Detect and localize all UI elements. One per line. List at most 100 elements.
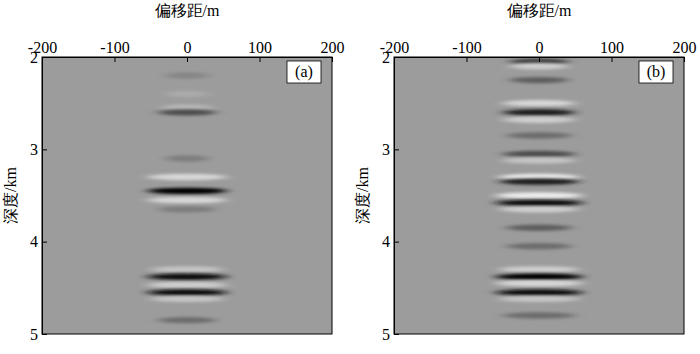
- plot-frame: [394, 57, 684, 334]
- reflection-event: [496, 289, 583, 295]
- panel-label-box: [639, 61, 673, 83]
- reflection-event: [147, 174, 227, 180]
- reflection-event: [147, 188, 227, 194]
- plot-frame: [42, 57, 332, 334]
- y-tick: 5: [382, 326, 399, 343]
- x-tick-label: 200: [321, 39, 345, 56]
- plot-background: [42, 57, 332, 334]
- x-tick: 200: [673, 39, 697, 62]
- reflection-event: [503, 109, 576, 115]
- reflection-event: [496, 274, 583, 280]
- x-tick-mark: [467, 57, 468, 62]
- y-tick: 2: [382, 49, 399, 66]
- x-tick: -100: [452, 39, 481, 62]
- y-tick-label: 3: [382, 141, 390, 158]
- y-axis: 2 3 4 5: [382, 49, 399, 343]
- reflection-event: [510, 77, 568, 83]
- x-axis-title: 偏移距/m: [507, 2, 572, 19]
- y-tick: 4: [30, 233, 47, 250]
- reflection-event: [503, 157, 576, 163]
- x-tick-label: -100: [100, 39, 129, 56]
- reflection-event: [506, 132, 571, 138]
- y-tick: 2: [30, 49, 47, 66]
- reflection-event: [506, 243, 571, 249]
- reflection-event: [147, 282, 227, 288]
- reflection-event: [165, 72, 209, 78]
- y-tick-mark: [42, 242, 47, 243]
- x-tick-label: 100: [248, 39, 272, 56]
- x-axis: -200-1000100200: [380, 39, 697, 62]
- reflection-event: [503, 117, 576, 123]
- y-tick: 5: [30, 326, 47, 343]
- figure: -200-10001002002345偏移距/m深度/km(a)-200-100…: [0, 0, 700, 354]
- y-tick-mark: [42, 149, 47, 150]
- x-tick: 0: [184, 39, 192, 62]
- y-tick: 3: [30, 141, 47, 158]
- plot-background: [394, 57, 684, 334]
- x-axis: -200-1000100200: [28, 39, 345, 62]
- x-tick-label: 0: [536, 39, 544, 56]
- panel-label: (a): [295, 63, 313, 81]
- x-axis-title: 偏移距/m: [155, 2, 220, 19]
- reflection-event: [499, 178, 579, 184]
- reflection-event: [506, 225, 571, 231]
- x-tick: 100: [248, 39, 272, 62]
- reflection-event: [496, 192, 583, 198]
- y-tick: 4: [382, 233, 399, 250]
- reflection-event: [499, 206, 579, 212]
- y-axis-title: 深度/km: [354, 167, 371, 224]
- x-tick: 100: [600, 39, 624, 62]
- events: [496, 58, 583, 318]
- reflection-event: [503, 312, 576, 318]
- x-tick: 200: [321, 39, 345, 62]
- reflection-event: [147, 197, 227, 203]
- y-axis-line: [42, 58, 43, 335]
- x-tick-mark: [115, 57, 116, 62]
- y-tick-mark: [42, 57, 47, 58]
- y-tick-mark: [394, 57, 399, 58]
- reflection-event: [165, 155, 209, 161]
- y-tick-label: 2: [30, 49, 38, 66]
- x-tick-mark: [187, 57, 188, 62]
- y-tick-mark: [394, 334, 399, 335]
- panel-label-box: [287, 61, 321, 83]
- panel: -200-10001002002345偏移距/m深度/km(a): [2, 2, 345, 343]
- reflection-event: [165, 91, 209, 97]
- y-tick-mark: [394, 149, 399, 150]
- y-tick-label: 4: [30, 233, 38, 250]
- y-tick: 3: [382, 141, 399, 158]
- reflection-event: [496, 280, 583, 286]
- y-tick-mark: [42, 334, 47, 335]
- reflection-event: [496, 200, 583, 206]
- reflection-event: [147, 274, 227, 280]
- reflection-event: [510, 63, 568, 69]
- x-tick-label: -100: [452, 39, 481, 56]
- events: [147, 72, 227, 323]
- reflection-event: [158, 317, 216, 323]
- y-tick-mark: [394, 242, 399, 243]
- y-tick-label: 4: [382, 233, 390, 250]
- reflection-event: [158, 109, 216, 115]
- y-axis-line: [394, 58, 395, 335]
- reflection-event: [151, 296, 224, 302]
- x-tick: -100: [100, 39, 129, 62]
- x-tick: 0: [536, 39, 544, 62]
- x-tick-label: 100: [600, 39, 624, 56]
- y-tick-label: 3: [30, 141, 38, 158]
- reflection-event: [499, 296, 579, 302]
- x-tick-mark: [332, 57, 333, 62]
- y-tick-label: 2: [382, 49, 390, 66]
- y-axis: 2 3 4 5: [30, 49, 47, 343]
- reflection-event: [503, 100, 576, 106]
- x-tick-mark: [612, 57, 613, 62]
- x-tick-mark: [539, 57, 540, 62]
- reflection-event: [147, 289, 227, 295]
- y-tick-label: 5: [30, 326, 38, 343]
- x-tick-mark: [684, 57, 685, 62]
- reflection-event: [503, 151, 576, 157]
- reflection-event: [151, 266, 224, 272]
- y-tick-label: 5: [382, 326, 390, 343]
- panel-label: (b): [647, 63, 666, 81]
- y-axis-title: 深度/km: [2, 167, 19, 224]
- x-tick-label: 200: [673, 39, 697, 56]
